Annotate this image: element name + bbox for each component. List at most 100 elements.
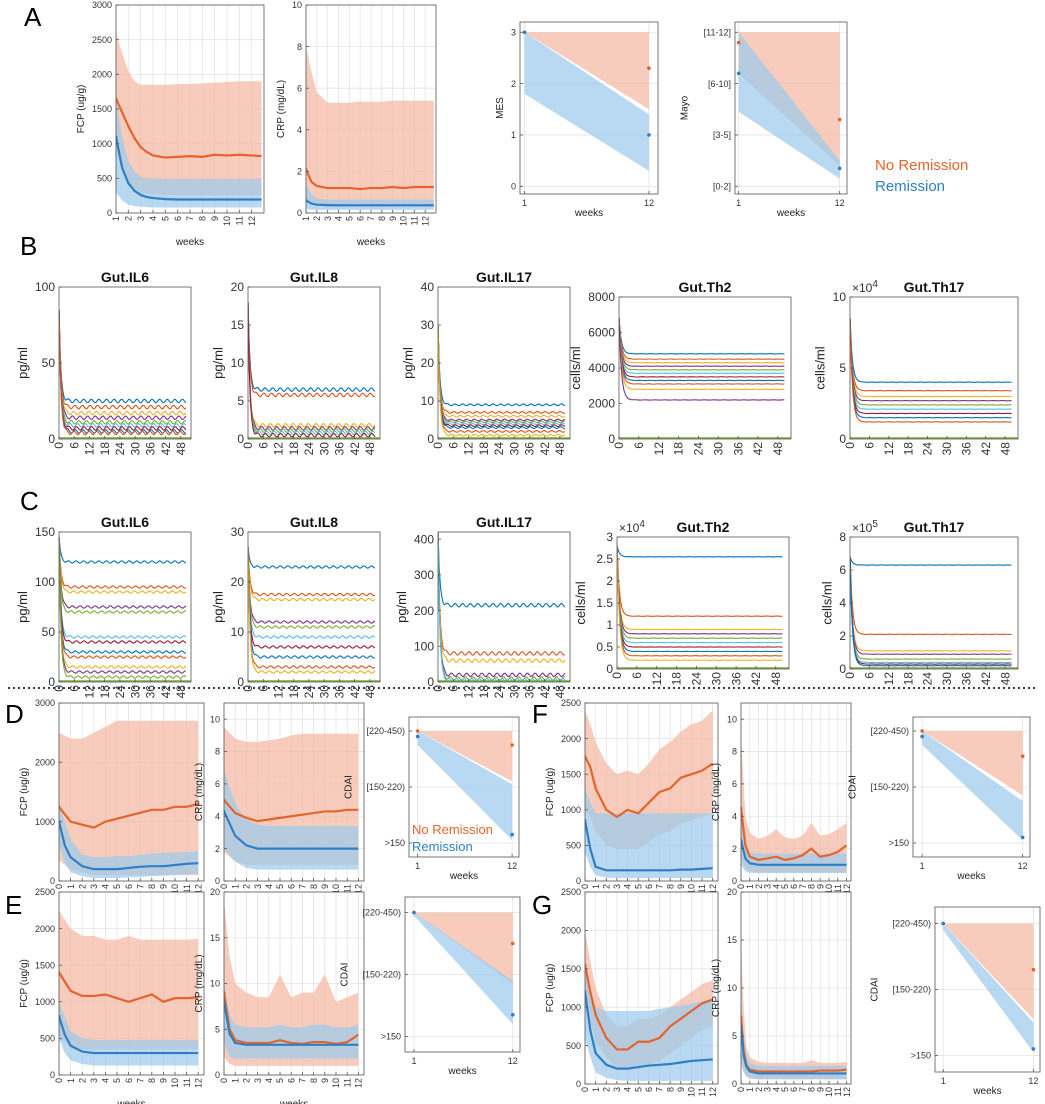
y-tick-label: [150-220) — [870, 782, 909, 792]
x-tick-label: 0 — [241, 442, 255, 449]
y-tick-label: [150-220) — [366, 782, 405, 792]
x-tick-label: 12 — [708, 884, 718, 894]
trajectory-line — [59, 536, 187, 564]
y-tick-label: 100 — [35, 280, 55, 294]
trajectory-line — [438, 532, 566, 663]
plot-content — [59, 720, 199, 879]
x-tick-label: 9 — [210, 216, 220, 221]
legend-no-remission: No Remission — [875, 157, 968, 174]
chart-title: Gut.IL8 — [290, 269, 338, 285]
x-tick-label: 2 — [312, 216, 322, 221]
y-axis-label: FCP (ug/g) — [76, 85, 87, 134]
x-tick-label: 8 — [197, 216, 207, 221]
x-tick-label: 11 — [234, 216, 244, 225]
y-axis-label: pg/ml — [394, 591, 409, 623]
band-remission — [524, 32, 649, 171]
x-tick-label: 5 — [633, 1087, 643, 1092]
trajectory-line — [617, 545, 783, 631]
x-tick-label: 12 — [272, 685, 286, 699]
y-tick-label: 20 — [231, 575, 245, 589]
y-tick-label: 2 — [297, 167, 302, 177]
point-no-remission — [736, 40, 741, 45]
y-axis-label: CRP (mg/dL) — [194, 954, 205, 1012]
x-tick-label: 6 — [256, 685, 270, 692]
line-remission — [585, 991, 713, 1070]
trajectory-line — [438, 532, 566, 656]
y-tick-label: 500 — [566, 1041, 581, 1051]
labels-layer: A B C D E F G No Remission Remission — [5, 2, 1037, 920]
axes-box — [519, 21, 659, 195]
y-tick-label: 0 — [427, 675, 434, 689]
line-no-remission — [585, 755, 714, 819]
x-tick-label: 1 — [230, 884, 240, 889]
point-no-remission — [511, 941, 515, 946]
point-no-remission — [1031, 967, 1036, 972]
band-remission — [738, 32, 840, 179]
x-tick-label: 0 — [431, 685, 445, 692]
x-tick-label: 18 — [672, 442, 686, 456]
trajectory-line — [617, 545, 783, 617]
x-tick-label: 0 — [612, 442, 626, 449]
panel-label-e: E — [5, 890, 22, 920]
y-tick-label: 6 — [297, 83, 302, 93]
trajectory-line — [438, 324, 565, 430]
x-tick-label: 30 — [507, 685, 521, 699]
x-axis-label: weeks — [956, 871, 985, 882]
y-tick-label: 8 — [732, 747, 737, 757]
plot-content — [59, 910, 199, 1066]
panel-label-d: D — [5, 699, 24, 729]
y-tick-label: 4 — [297, 125, 302, 135]
y-tick-label: 10 — [231, 625, 245, 639]
y-tick-label: 0 — [237, 432, 244, 446]
trajectory-line — [248, 302, 376, 438]
x-tick-label: 6 — [632, 442, 646, 449]
line-remission — [116, 136, 262, 201]
y-tick-label: 0 — [50, 1070, 55, 1080]
point-remission — [920, 734, 924, 739]
band-no-remission — [922, 731, 1023, 796]
y-tick-label: 10 — [210, 714, 220, 724]
x-tick-label: 10 — [331, 1078, 341, 1088]
y-tick-label: 10 — [231, 356, 245, 370]
y-tick-label: [220-450) — [892, 919, 931, 929]
point-remission — [510, 832, 514, 837]
x-tick-label: 6 — [124, 884, 134, 889]
x-tick-label: 0 — [219, 1078, 229, 1083]
trajectory-line — [850, 318, 1012, 398]
chart-title: Gut.IL6 — [101, 514, 149, 530]
y-tick-label: 400 — [414, 532, 434, 546]
point-remission — [415, 734, 420, 739]
trajectory-line — [248, 546, 376, 674]
x-tick-label: 30 — [317, 685, 331, 699]
axis-exponent: ×105 — [852, 519, 878, 535]
x-tick-label: 12 — [354, 884, 364, 894]
x-tick-label: 12 — [272, 442, 286, 456]
x-tick-label: 11 — [833, 1087, 843, 1096]
x-tick-label: 30 — [128, 442, 142, 456]
x-tick-label: 2 — [242, 1078, 252, 1083]
trajectory-line — [619, 318, 785, 371]
x-tick-label: 2 — [754, 1087, 764, 1092]
x-tick-label: 36 — [144, 442, 158, 456]
x-tick-label: 6 — [446, 685, 460, 692]
x-tick-label: 12 — [1028, 1076, 1038, 1086]
x-tick-label: 3 — [89, 1078, 99, 1083]
trajectory-line — [248, 546, 376, 624]
trajectory-line — [850, 318, 1012, 423]
x-tick-label: 0 — [580, 1087, 590, 1092]
y-tick-label: 0 — [732, 1079, 737, 1089]
y-tick-label: 1500 — [92, 104, 112, 114]
y-axis-label: FCP (ug/g) — [545, 964, 556, 1013]
y-tick-label: 1000 — [35, 817, 55, 827]
x-tick-label: 9 — [388, 216, 398, 221]
x-tick-label: 6 — [863, 672, 877, 679]
x-axis-label: weeks — [776, 208, 805, 219]
point-remission — [522, 30, 527, 35]
x-tick-label: 42 — [538, 685, 552, 699]
y-axis-label: Mayo — [680, 95, 691, 120]
x-tick-label: 10 — [170, 884, 180, 894]
x-tick-label: 9 — [159, 884, 169, 889]
trajectory-line — [850, 556, 1012, 636]
